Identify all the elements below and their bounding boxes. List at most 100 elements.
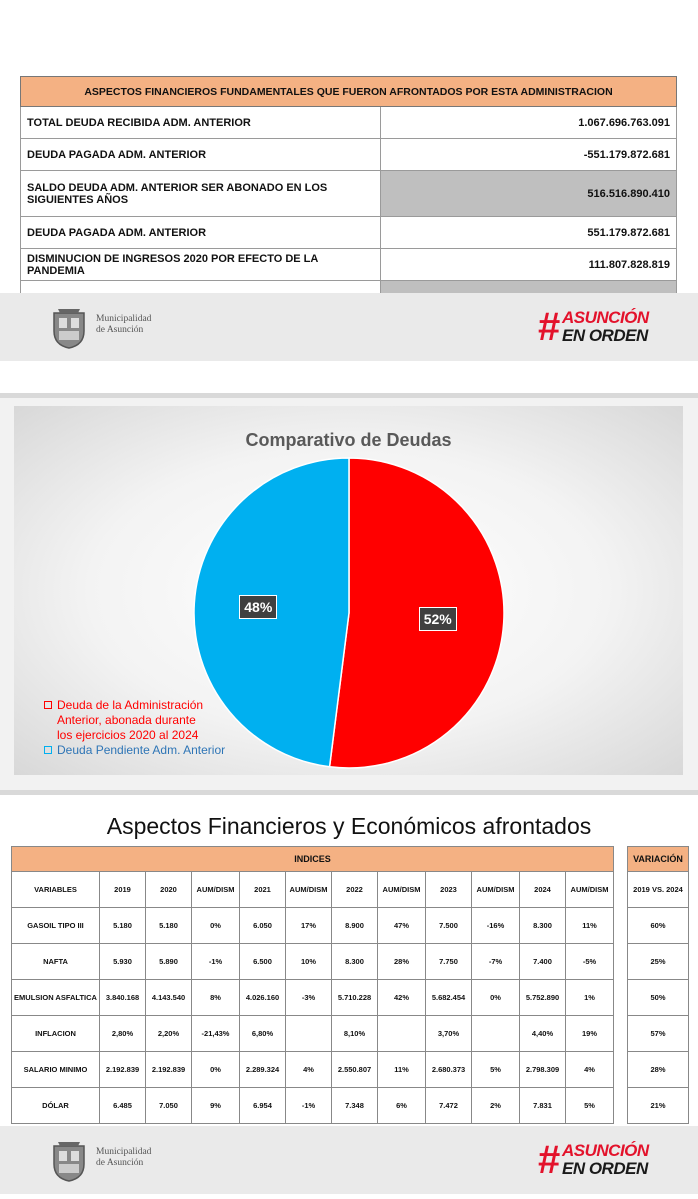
municipality-line-2: de Asunción bbox=[96, 325, 144, 335]
financial-summary-panel: ASPECTOS FINANCIEROS FUNDAMENTALES QUE F… bbox=[0, 0, 698, 393]
table-cell: 5.710.228 bbox=[331, 979, 378, 1016]
table-cell: 11% bbox=[565, 907, 614, 944]
legend-line: Anterior, abonada durante bbox=[57, 713, 196, 727]
column-header: 2024 bbox=[519, 871, 566, 908]
table-cell: 5.682.454 bbox=[425, 979, 472, 1016]
table-cell: 2.798.309 bbox=[519, 1051, 566, 1088]
row-value: -551.179.872.681 bbox=[380, 138, 677, 171]
row-value: 516.516.890.410 bbox=[380, 170, 677, 217]
indices-table: INDICES VARIABLES 2019 2020 AUM/DISM 2021 AUM… bbox=[11, 846, 614, 1124]
table-cell: 7.831 bbox=[519, 1087, 566, 1124]
column-header: 2020 bbox=[145, 871, 192, 908]
table-cell: 7.500 bbox=[425, 907, 472, 944]
table-cell: 3.840.168 bbox=[99, 979, 146, 1016]
table-cell: 5% bbox=[471, 1051, 520, 1088]
variation-row: 21% bbox=[627, 1087, 689, 1124]
table-cell: 2,80% bbox=[99, 1015, 146, 1052]
debt-table-header: ASPECTOS FINANCIEROS FUNDAMENTALES QUE F… bbox=[20, 76, 677, 107]
column-header: AUM/DISM bbox=[285, 871, 332, 908]
table-cell: 2.192.839 bbox=[145, 1051, 192, 1088]
table-cell: 4,40% bbox=[519, 1015, 566, 1052]
legend-swatch-blue bbox=[44, 746, 52, 754]
table-cell: 2.550.807 bbox=[331, 1051, 378, 1088]
variation-cell: 25% bbox=[627, 943, 689, 980]
table-cell: 6% bbox=[377, 1087, 426, 1124]
variation-row: 57% bbox=[627, 1015, 689, 1052]
table-cell: 5.180 bbox=[99, 907, 146, 944]
table-row: INFLACION 2,80% 2,20% -21,43% 6,80% 8,10% 3,70… bbox=[11, 1015, 614, 1052]
table-row: SALARIO MINIMO 2.192.839 2.192.839 0% 2.289.… bbox=[11, 1051, 614, 1088]
table-cell: 6.050 bbox=[239, 907, 286, 944]
table-cell: 7.400 bbox=[519, 943, 566, 980]
table-cell: 7.750 bbox=[425, 943, 472, 980]
table-cell bbox=[285, 1015, 332, 1052]
table-cell: 0% bbox=[471, 979, 520, 1016]
row-label: DISMINUCION DE INGRESOS 2020 POR EFECTO … bbox=[20, 248, 381, 281]
table-cell: 5.180 bbox=[145, 907, 192, 944]
variation-row: 50% bbox=[627, 979, 689, 1016]
row-value: 551.179.872.681 bbox=[380, 216, 677, 249]
legend-item-debt-pending: Deuda Pendiente Adm. Anterior bbox=[44, 743, 225, 758]
table-cell: 4.026.160 bbox=[239, 979, 286, 1016]
slice-label-debt-pending: 48% bbox=[239, 595, 278, 620]
table-cell: 5% bbox=[565, 1087, 614, 1124]
variable-name-cell: DÓLAR bbox=[11, 1087, 100, 1124]
footer-bar: Municipalidad de Asunción # ASUNCIÓN EN … bbox=[0, 1126, 698, 1194]
variation-row: 60% bbox=[627, 907, 689, 944]
table-cell: 2,20% bbox=[145, 1015, 192, 1052]
table-cell: 17% bbox=[285, 907, 332, 944]
table-cell: 19% bbox=[565, 1015, 614, 1052]
legend-line: los ejercicios 2020 al 2024 bbox=[57, 728, 199, 742]
chart-title: Comparativo de Deudas bbox=[245, 430, 452, 450]
indices-header: INDICES bbox=[11, 846, 614, 872]
municipality-name: Municipalidad de Asunción bbox=[96, 1147, 151, 1169]
legend-line: Deuda de la Administración bbox=[57, 698, 204, 712]
municipal-seal-icon bbox=[53, 1142, 85, 1182]
table-cell: 1% bbox=[565, 979, 614, 1016]
footer-bar: Municipalidad de Asunción # ASUNCIÓN EN … bbox=[0, 293, 698, 361]
column-header: AUM/DISM bbox=[377, 871, 426, 908]
table-cell: 9% bbox=[191, 1087, 240, 1124]
variable-name-cell: INFLACION bbox=[11, 1015, 100, 1052]
municipality-line-1: Municipalidad bbox=[96, 1147, 152, 1157]
municipality-name: Municipalidad de Asunción bbox=[96, 314, 151, 336]
table-cell bbox=[377, 1015, 426, 1052]
pie-slice-debt-paid bbox=[328, 457, 505, 769]
variable-name-cell: SALARIO MINIMO bbox=[11, 1051, 100, 1088]
table-cell: 8% bbox=[191, 979, 240, 1016]
brand-hash: # bbox=[538, 1138, 561, 1182]
table-row: EMULSION ASFALTICA 3.840.168 4.143.540 8% 4.… bbox=[11, 979, 614, 1016]
variation-row: 25% bbox=[627, 943, 689, 980]
table-cell: 2.680.373 bbox=[425, 1051, 472, 1088]
pie-chart-panel: Comparativo de Deudas 52% 48% Deuda de l… bbox=[0, 398, 698, 790]
municipal-seal-icon bbox=[53, 309, 85, 349]
column-header: AUM/DISM bbox=[565, 871, 614, 908]
column-header: 2021 bbox=[239, 871, 286, 908]
table-cell: -21,43% bbox=[191, 1015, 240, 1052]
table-cell: 5.930 bbox=[99, 943, 146, 980]
table-cell: -1% bbox=[191, 943, 240, 980]
table-cell: 7.472 bbox=[425, 1087, 472, 1124]
table-cell: 4% bbox=[565, 1051, 614, 1088]
table-cell: 10% bbox=[285, 943, 332, 980]
table-cell: 0% bbox=[191, 1051, 240, 1088]
table-cell: 42% bbox=[377, 979, 426, 1016]
row-label: DEUDA PAGADA ADM. ANTERIOR bbox=[20, 138, 381, 171]
variation-cell: 60% bbox=[627, 907, 689, 944]
row-label: DEUDA PAGADA ADM. ANTERIOR bbox=[20, 216, 381, 249]
column-header: 2022 bbox=[331, 871, 378, 908]
variable-name-cell: NAFTA bbox=[11, 943, 100, 980]
table-cell: 6.954 bbox=[239, 1087, 286, 1124]
table-cell: 28% bbox=[377, 943, 426, 980]
table-cell: 7.348 bbox=[331, 1087, 378, 1124]
table-cell: 0% bbox=[191, 907, 240, 944]
brand-line-2: EN ORDEN bbox=[562, 1159, 648, 1178]
variation-cell: 28% bbox=[627, 1051, 689, 1088]
legend-swatch-red bbox=[44, 701, 52, 709]
table-cell: 8.300 bbox=[519, 907, 566, 944]
column-header-row: VARIABLES 2019 2020 AUM/DISM 2021 AUM/DISM 202… bbox=[11, 871, 614, 908]
table-cell: 4% bbox=[285, 1051, 332, 1088]
column-header: 2019 bbox=[99, 871, 146, 908]
table-cell: 6.485 bbox=[99, 1087, 146, 1124]
table-cell: 5.752.890 bbox=[519, 979, 566, 1016]
